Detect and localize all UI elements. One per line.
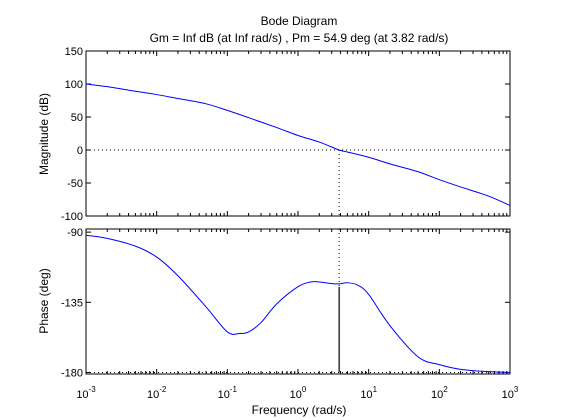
- phase-y-tick-label: -90: [67, 227, 83, 239]
- magnitude-y-tick-label: 50: [71, 112, 83, 124]
- x-tick-label: 101: [360, 385, 377, 401]
- x-tick-label: 10-3: [76, 385, 96, 401]
- phase-ylabel: Phase (deg): [37, 268, 51, 333]
- phase-ticks: -180 -135 -90: [61, 227, 511, 379]
- phase-y-tick-label: -180: [61, 367, 83, 379]
- magnitude-y-tick-label: 150: [65, 46, 83, 58]
- phase-y-tick-label: -135: [61, 297, 83, 309]
- chart-subtitle: Gm = Inf dB (at Inf rad/s) , Pm = 54.9 d…: [150, 31, 449, 45]
- magnitude-y-tick-label: 0: [77, 145, 83, 157]
- magnitude-y-tick-label: 100: [65, 79, 83, 91]
- magnitude-curve: [85, 83, 511, 206]
- magnitude-series: [85, 83, 511, 206]
- x-tick-label: 103: [502, 385, 519, 401]
- x-tick-label: 102: [431, 385, 448, 401]
- x-tick-labels: 10-3 10-2 10-1 100 101 102 103: [76, 385, 519, 401]
- x-tick-label: 10-2: [147, 385, 167, 401]
- phase-series: [85, 234, 511, 373]
- magnitude-y-tick-label: -100: [61, 211, 83, 223]
- phase-plot: -180 -135 -90 Phase (deg): [37, 227, 511, 379]
- magnitude-ylabel: Magnitude (dB): [37, 93, 51, 175]
- magnitude-y-tick-label: -50: [67, 178, 83, 190]
- phase-axes-box: [85, 228, 511, 375]
- x-axis-label: Frequency (rad/s): [252, 403, 347, 417]
- magnitude-axes-box: [85, 50, 511, 217]
- magnitude-ticks: -100 -50 0 50 100 150: [61, 46, 511, 223]
- magnitude-reference: [86, 149, 510, 216]
- chart-title: Bode Diagram: [261, 14, 338, 28]
- x-tick-label: 100: [290, 385, 307, 401]
- x-tick-label: 10-1: [218, 385, 238, 401]
- phase-curve: [85, 234, 511, 373]
- magnitude-plot: -100 -50 0 50 100 150 Magnitude (dB): [37, 46, 511, 223]
- phase-reference: [86, 229, 510, 373]
